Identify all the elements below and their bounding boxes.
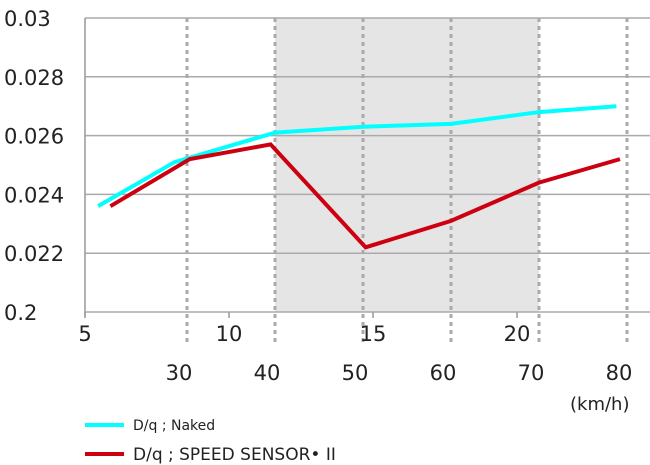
shaded-region xyxy=(275,18,539,312)
x-primary-tick-label: 20 xyxy=(504,322,531,346)
x-secondary-tick-label: 40 xyxy=(254,361,281,385)
legend-label-speed-sensor: D/q ; SPEED SENSOR• II xyxy=(133,445,336,465)
x-primary-tick-label: 10 xyxy=(216,322,243,346)
y-tick-label: 0.2 xyxy=(4,301,37,325)
y-tick-label: 0.022 xyxy=(4,242,64,266)
x-secondary-tick-label: 50 xyxy=(342,361,369,385)
y-tick-label: 0.024 xyxy=(4,183,64,207)
x-secondary-tick-label: 80 xyxy=(606,361,633,385)
y-tick-label: 0.026 xyxy=(4,125,64,149)
x-primary-tick-label: 5 xyxy=(78,322,91,346)
x-secondary-tick-label: 60 xyxy=(430,361,457,385)
legend-label-naked: D/q ; Naked xyxy=(133,418,215,434)
x-primary-tick-label: 15 xyxy=(360,322,387,346)
y-tick-label: 0.028 xyxy=(4,66,64,90)
x-secondary-tick-label: 70 xyxy=(518,361,545,385)
x-secondary-tick-label: 30 xyxy=(166,361,193,385)
x-unit-label: (km/h) xyxy=(570,394,629,415)
y-tick-label: 0.03 xyxy=(4,7,51,31)
legend: D/q ; Naked D/q ; SPEED SENSOR• II xyxy=(85,418,336,465)
